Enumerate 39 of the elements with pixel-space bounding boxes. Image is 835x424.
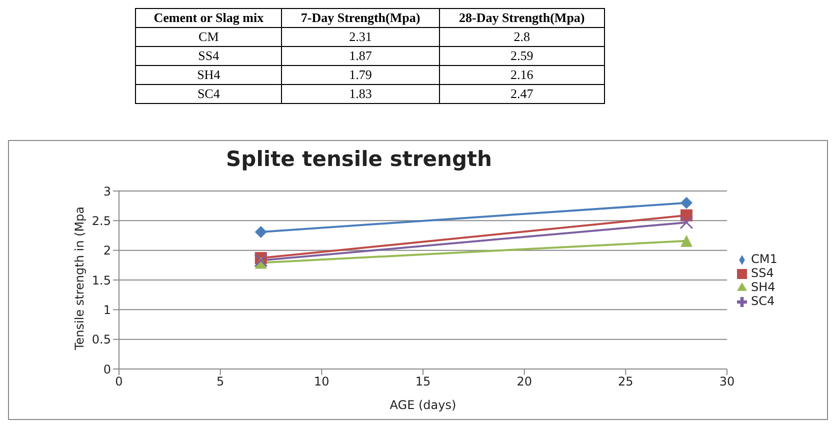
legend-label: SH4 — [751, 280, 776, 294]
text: 7-Day Strength(Mpa) — [282, 8, 440, 28]
y-tick-label: 0 — [103, 362, 111, 376]
point — [254, 226, 267, 238]
x-tick-label: 25 — [618, 374, 634, 389]
legend-label: SC4 — [751, 294, 775, 308]
text: SC4 — [136, 84, 282, 104]
text: SH4 — [136, 66, 282, 84]
y-tick-label: 3 — [103, 184, 111, 198]
text: 2.59 — [439, 46, 604, 66]
x-tick-label: 30 — [719, 374, 735, 389]
point — [680, 216, 694, 230]
chart-title: Splite tensile strength — [225, 147, 493, 171]
text: 2.16 — [439, 66, 604, 84]
text: 1.79 — [282, 66, 440, 84]
text: 2.31 — [282, 28, 440, 46]
text: 28-Day Strength(Mpa) — [439, 8, 604, 28]
x-axis-title: AGE (days) — [390, 398, 456, 412]
text: 1.83 — [282, 84, 440, 104]
x-tick-label: 15 — [415, 374, 431, 389]
legend-label: SS4 — [751, 266, 774, 280]
y-tick-label: 1.5 — [92, 273, 111, 288]
text: 2.47 — [439, 84, 604, 104]
text: Cement or Slag mix — [136, 8, 282, 28]
point — [680, 196, 692, 209]
text: 2.8 — [439, 28, 604, 46]
y-tick-label: 2.5 — [92, 214, 111, 228]
x-tick-label: 0 — [115, 374, 123, 389]
x-tick-label: 20 — [516, 374, 532, 389]
x-tick-label: 5 — [216, 374, 224, 389]
y-tick-label: 0.5 — [92, 332, 111, 347]
text: SS4 — [136, 46, 282, 66]
text: CM — [136, 28, 282, 46]
text: 1.87 — [282, 46, 440, 66]
x-tick-label: 10 — [314, 374, 330, 389]
y-tick-label: 1 — [103, 302, 111, 317]
y-axis-title: Tensile strength in (Mpa — [72, 206, 86, 351]
legend-label: CM1 — [751, 252, 778, 266]
y-tick-label: 2 — [103, 244, 111, 258]
